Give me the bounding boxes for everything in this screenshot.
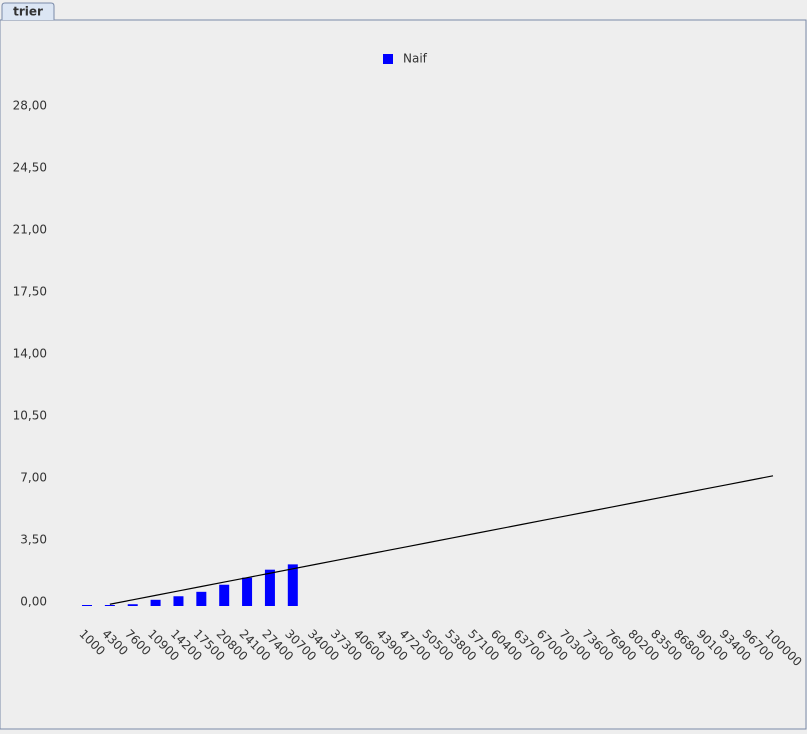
panel (0, 19, 807, 730)
tab[interactable] (1, 2, 55, 20)
bar (82, 605, 92, 606)
bar (196, 591, 207, 606)
y-tick-label: 21,00 (13, 223, 47, 237)
y-tick-label: 7,00 (20, 471, 47, 485)
y-tick-label: 3,50 (20, 533, 47, 547)
bar (242, 577, 253, 606)
bar (104, 605, 115, 606)
bar (173, 596, 184, 606)
y-tick-label: 0,00 (20, 595, 47, 609)
bar (264, 569, 275, 606)
y-tick-label: 14,00 (13, 347, 47, 361)
legend-swatch (383, 54, 393, 64)
legend-label: Naif (403, 52, 428, 66)
y-tick-label: 17,50 (13, 285, 47, 299)
bar (150, 599, 161, 606)
y-tick-label: 24,50 (13, 161, 47, 175)
y-tick-label: 28,00 (13, 99, 47, 113)
bar (127, 604, 138, 606)
bar (219, 584, 230, 606)
y-tick-label: 10,50 (13, 409, 47, 423)
bar (287, 564, 298, 606)
tab-label[interactable]: trier (13, 5, 43, 19)
trend-line (109, 475, 774, 605)
